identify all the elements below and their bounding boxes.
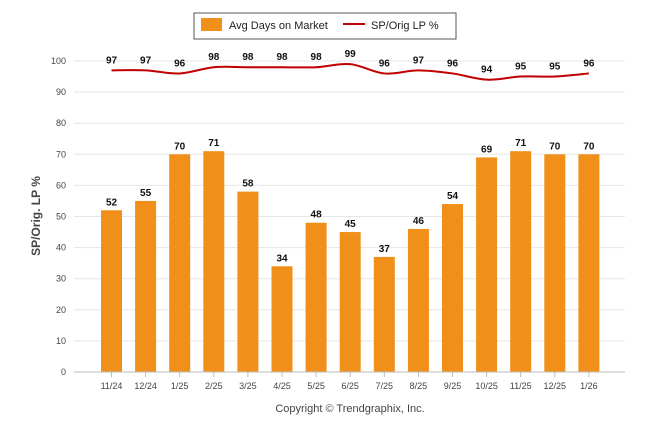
bar — [169, 154, 191, 372]
x-tick-label: 6/25 — [341, 381, 359, 391]
bar-value-label: 46 — [413, 216, 425, 227]
line-data-labels: 97 97 96 98 98 98 98 99 96 97 96 94 95 95 96 — [106, 49, 595, 76]
x-tick-label: 10/25 — [475, 381, 498, 391]
line-value-label: 96 — [379, 58, 391, 69]
y-tick-label: 70 — [56, 149, 66, 159]
bar — [203, 151, 225, 372]
bar-value-label: 70 — [174, 141, 186, 152]
bar-value-label: 70 — [583, 141, 595, 152]
x-tick-label: 5/25 — [307, 381, 325, 391]
legend-bar-swatch — [201, 18, 222, 31]
x-tick-label: 9/25 — [444, 381, 462, 391]
bar — [407, 228, 429, 372]
bar-value-label: 34 — [276, 253, 288, 264]
line-value-label: 96 — [447, 58, 459, 69]
line-value-label: 95 — [515, 62, 527, 73]
x-tick-label: 11/24 — [101, 381, 123, 391]
legend-box — [193, 12, 457, 40]
bar-value-label: 45 — [345, 219, 357, 230]
line-value-label: 97 — [413, 55, 425, 66]
bar — [544, 154, 566, 372]
line-value-label: 97 — [140, 55, 152, 66]
y-tick-label: 0 — [61, 367, 66, 377]
x-tick-label: 12/25 — [544, 381, 567, 391]
line-value-label: 95 — [549, 62, 561, 73]
bar — [373, 256, 395, 372]
y-tick-label: 20 — [56, 305, 66, 315]
line-value-label: 96 — [174, 58, 186, 69]
legend-line-label: SP/Orig LP % — [371, 20, 439, 32]
line-value-label: 94 — [481, 65, 493, 76]
bar — [339, 232, 361, 372]
bar-value-label: 55 — [140, 188, 152, 199]
copyright-text: Copyright © Trendgraphix, Inc. — [275, 403, 424, 415]
bar-series — [101, 151, 600, 372]
x-tick-label: 1/26 — [580, 381, 598, 391]
x-tick-label: 7/25 — [376, 381, 394, 391]
y-tick-label: 100 — [51, 56, 66, 66]
y-axis-label: SP/Orig. LP % — [29, 176, 43, 256]
line-value-label: 98 — [276, 52, 288, 63]
legend-bar-label: Avg Days on Market — [229, 20, 328, 32]
x-tick-label: 11/25 — [510, 381, 532, 391]
x-tick-label: 3/25 — [239, 381, 257, 391]
x-axis-ticks: 11/24 12/24 1/25 2/25 3/25 4/25 5/25 6/25 7/25 8/… — [101, 372, 598, 391]
x-tick-label: 4/25 — [273, 381, 291, 391]
bar-value-label: 70 — [549, 141, 561, 152]
line-value-label: 97 — [106, 55, 118, 66]
legend: Avg Days on Market SP/Orig LP % — [193, 12, 457, 40]
x-tick-label: 2/25 — [205, 381, 223, 391]
y-tick-label: 80 — [56, 118, 66, 128]
bar — [305, 222, 327, 372]
bar — [237, 191, 259, 372]
bar-value-label: 52 — [106, 197, 118, 208]
sp-orig-lp-line — [111, 62, 589, 81]
y-tick-label: 90 — [56, 87, 66, 97]
line-value-label: 98 — [311, 52, 323, 63]
y-tick-label: 10 — [56, 336, 66, 346]
bar — [442, 204, 463, 372]
y-tick-label: 50 — [56, 212, 66, 222]
bar-data-labels: 52 55 70 71 58 34 48 45 37 46 54 69 71 70 70 — [106, 138, 595, 264]
bar — [271, 266, 293, 372]
bar-value-label: 69 — [481, 144, 493, 155]
bar — [578, 154, 600, 372]
bar-value-label: 58 — [242, 179, 254, 190]
line-value-label: 96 — [583, 58, 595, 69]
bar — [135, 200, 157, 372]
bar-value-label: 71 — [208, 138, 220, 149]
bar — [476, 157, 498, 372]
line-value-label: 98 — [208, 52, 220, 63]
x-tick-label: 8/25 — [410, 381, 428, 391]
x-tick-label: 1/25 — [171, 381, 189, 391]
y-tick-label: 40 — [56, 243, 66, 253]
line-value-label: 98 — [242, 52, 254, 63]
line-series — [111, 62, 589, 81]
bar-value-label: 54 — [447, 191, 459, 202]
bar-value-label: 48 — [311, 210, 323, 221]
bar-value-label: 37 — [379, 244, 391, 255]
y-tick-label: 60 — [56, 180, 66, 190]
bar — [510, 151, 532, 372]
bar — [101, 210, 122, 372]
y-axis-ticks: 0 10 20 30 40 50 60 70 80 90 100 — [51, 56, 66, 377]
line-value-label: 99 — [345, 49, 357, 60]
x-tick-label: 12/24 — [134, 381, 157, 391]
bar-value-label: 71 — [515, 138, 527, 149]
y-tick-label: 30 — [56, 274, 66, 284]
